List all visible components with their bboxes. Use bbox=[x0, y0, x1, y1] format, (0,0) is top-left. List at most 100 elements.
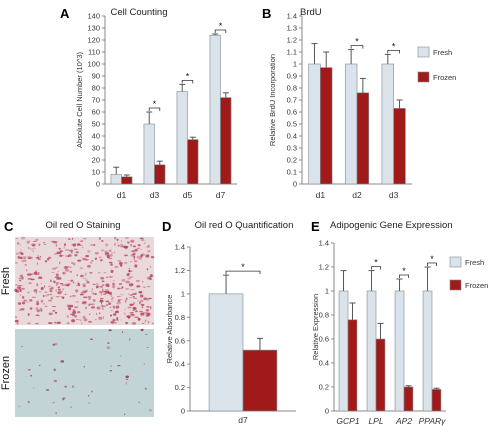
stain-spot bbox=[75, 318, 80, 320]
stain-spot bbox=[98, 291, 103, 293]
stain-spot bbox=[43, 303, 45, 305]
stain-spot bbox=[110, 300, 114, 302]
chart-a-bar-fresh-d3 bbox=[143, 123, 155, 185]
chart-a-category-d7: d7 bbox=[216, 190, 226, 200]
chart-a-bar-frozen-d7 bbox=[220, 97, 232, 185]
stain-spot bbox=[148, 297, 152, 300]
stain-spot bbox=[100, 260, 103, 262]
stain-spot bbox=[28, 240, 30, 243]
stain-spot bbox=[77, 311, 81, 314]
stain-spot bbox=[44, 305, 48, 308]
stain-spot bbox=[110, 294, 113, 298]
stain-spot bbox=[90, 244, 95, 246]
stain-spot bbox=[130, 244, 133, 247]
stain-spot bbox=[132, 310, 136, 311]
stain-spot bbox=[27, 273, 32, 276]
stain-spot bbox=[138, 401, 141, 403]
chart-d-ytick-label: 1.2 bbox=[175, 266, 185, 275]
stain-spot bbox=[124, 308, 126, 310]
chart-b-significance-bracket-d2 bbox=[350, 45, 364, 49]
stain-spot bbox=[145, 312, 150, 316]
stain-spot bbox=[128, 283, 134, 287]
chart-a-ytick-label: 140 bbox=[87, 12, 100, 21]
chart-b-ytick-label: 1.1 bbox=[287, 48, 297, 57]
chart-b-legend-label-frozen: Frozen bbox=[433, 73, 456, 82]
stain-spot bbox=[127, 306, 132, 309]
stain-spot bbox=[108, 329, 112, 332]
stain-spot bbox=[116, 295, 121, 298]
chart-e-significance-bracket-lpl bbox=[371, 266, 381, 270]
chart-d-significance-star-d7: * bbox=[241, 262, 245, 272]
stain-spot bbox=[74, 314, 77, 318]
stain-spot bbox=[27, 255, 32, 258]
stain-spot bbox=[80, 274, 84, 278]
stain-spot bbox=[114, 242, 116, 246]
stain-spot bbox=[69, 271, 73, 273]
stain-spot bbox=[33, 387, 35, 389]
stain-spot bbox=[114, 236, 117, 240]
stain-spot bbox=[81, 258, 86, 260]
chart-e-bar-frozen-ap2 bbox=[403, 386, 414, 412]
stain-spot bbox=[35, 257, 40, 259]
chart-d-ytick-label: 1 bbox=[181, 289, 185, 298]
stain-spot bbox=[127, 241, 130, 244]
stain-spot bbox=[49, 293, 53, 296]
stain-spot bbox=[144, 319, 146, 323]
stain-spot bbox=[107, 286, 110, 287]
stain-spot bbox=[51, 286, 54, 290]
fresh-photo-stain bbox=[14, 236, 155, 325]
stain-spot bbox=[105, 243, 109, 247]
stain-spot bbox=[85, 259, 89, 261]
chart-d-ytick-label: 0 bbox=[181, 407, 185, 416]
chart-a-significance-star-d5: * bbox=[186, 71, 190, 81]
chart-b-legend-label-fresh: Fresh bbox=[433, 48, 452, 57]
stain-spot bbox=[30, 374, 33, 377]
chart-a-ytick-label: 80 bbox=[92, 84, 100, 93]
chart-e-ylabel: Relative Expression bbox=[311, 294, 320, 360]
stain-spot bbox=[80, 240, 84, 243]
stain-spot bbox=[82, 315, 86, 319]
chart-a-ytick-label: 50 bbox=[92, 120, 100, 129]
stain-spot bbox=[123, 254, 129, 257]
stain-spot bbox=[57, 286, 60, 289]
chart-a-ytick-label: 30 bbox=[92, 144, 100, 153]
stain-spot bbox=[55, 289, 57, 292]
chart-a-bar-fresh-d1 bbox=[110, 174, 122, 185]
stain-spot bbox=[127, 293, 130, 295]
stain-spot bbox=[116, 238, 119, 241]
stain-spot bbox=[136, 255, 141, 259]
stain-spot bbox=[52, 402, 56, 404]
stain-spot bbox=[68, 238, 71, 241]
stain-spot bbox=[101, 284, 105, 287]
stain-spot bbox=[144, 333, 148, 335]
stain-spot bbox=[29, 248, 34, 250]
chart-e-ytick-label: 1.2 bbox=[319, 263, 329, 272]
stain-spot bbox=[24, 259, 27, 262]
frozen-photo bbox=[15, 328, 154, 417]
stain-spot bbox=[88, 303, 90, 307]
stain-spot bbox=[117, 241, 119, 244]
stain-spot bbox=[31, 274, 33, 275]
stain-spot bbox=[32, 250, 34, 253]
chart-a-ytick-label: 90 bbox=[92, 72, 100, 81]
panel-letter-c: C bbox=[4, 219, 14, 234]
stain-spot bbox=[118, 283, 123, 285]
stain-spot bbox=[79, 244, 83, 247]
stain-spot bbox=[110, 269, 114, 273]
stain-spot bbox=[94, 319, 97, 321]
stain-spot bbox=[40, 299, 44, 303]
stain-spot bbox=[101, 249, 104, 252]
stain-spot bbox=[103, 290, 107, 293]
stain-spot bbox=[147, 321, 150, 324]
chart-b-ytick-label: 1.3 bbox=[287, 24, 297, 33]
stain-spot bbox=[21, 301, 26, 305]
stain-spot bbox=[49, 287, 52, 290]
stain-spot bbox=[119, 294, 125, 296]
stain-spot bbox=[32, 240, 38, 242]
stain-spot bbox=[65, 284, 70, 287]
stain-spot bbox=[77, 282, 79, 285]
stain-spot bbox=[108, 291, 112, 295]
chart-e-ytick-label: 0 bbox=[325, 407, 329, 416]
stain-spot bbox=[33, 289, 38, 293]
chart-d-ylabel: Relative Absorbance bbox=[165, 295, 174, 364]
